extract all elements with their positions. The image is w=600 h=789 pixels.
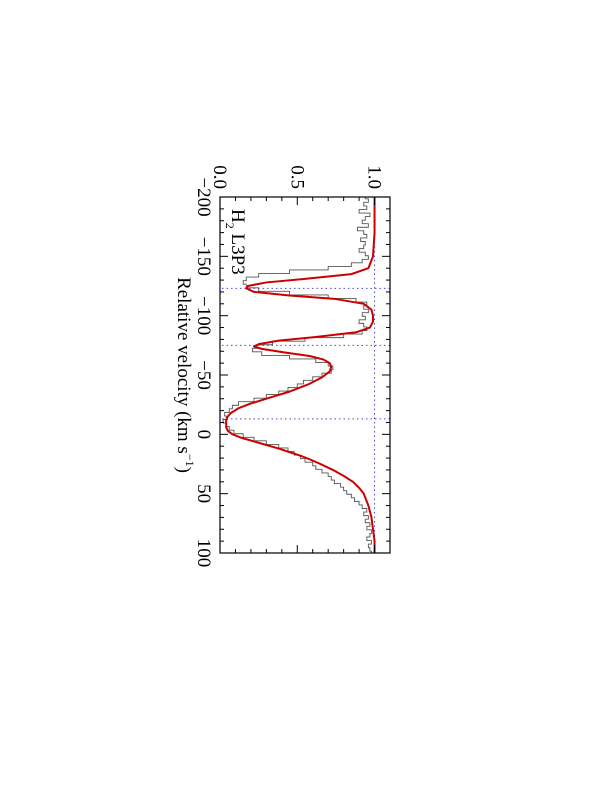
x-tick-label: −100 [193,296,214,335]
transition-label-main: H [227,209,248,223]
axis-tick-labels: −200 −150 −100 −50 0 50 100 0.0 0.5 1.0 [193,165,385,567]
transition-label-rest: L3P3 [227,229,248,275]
x-tick-label: 100 [193,539,214,568]
x-axis-title-close: ) [173,467,194,473]
y-tick-label: 1.0 [364,165,385,189]
transition-label: H2 L3P3 [223,209,248,275]
x-tick-label: −50 [193,360,214,390]
x-tick-label: 0 [193,430,214,440]
x-tick-label: 50 [193,484,214,503]
y-tick-label: 0.0 [209,165,230,189]
model-fit-line [225,197,376,553]
x-axis-title-superscript: −1 [183,454,197,467]
series-layer [222,197,376,553]
axis-ticks [219,196,391,554]
transition-label-subscript: 2 [223,223,237,229]
x-tick-label: −200 [193,177,214,216]
x-axis-title-main: Relative velocity (km s [173,277,194,454]
rotated-plot: −200 −150 −100 −50 0 50 100 0.0 0.5 1.0 Relative … [173,165,391,567]
data-spectrum-line [222,197,372,553]
x-axis-title: Relative velocity (km s−1) [173,277,197,473]
x-tick-label: −150 [193,237,214,276]
y-tick-label: 0.5 [286,165,307,189]
